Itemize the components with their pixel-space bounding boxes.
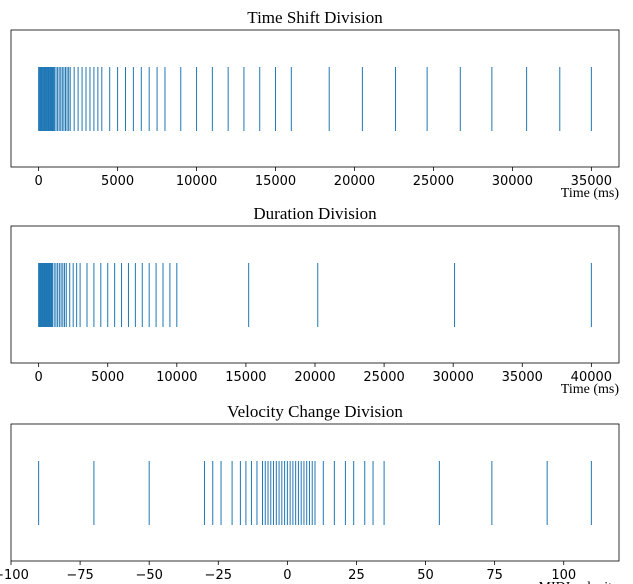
x-tick-label: 40000 [571,370,612,385]
x-tick-label: 10000 [176,174,217,189]
x-tick-label: 20000 [334,174,375,189]
x-tick-label: 20000 [294,370,335,385]
x-tick-label: −100 [0,568,29,583]
chart-title: Time Shift Division [247,8,383,27]
x-tick-label: 15000 [255,174,296,189]
x-tick-label: 35000 [502,370,543,385]
plot-frame [10,29,620,168]
x-tick-label: 10000 [156,370,197,385]
x-tick-label: −75 [66,568,93,583]
x-tick-label: 100 [551,568,576,583]
x-tick-label: 25000 [413,174,454,189]
x-tick-label: 25 [348,568,365,583]
x-tick-label: 0 [283,568,291,583]
x-tick-label: −50 [135,568,162,583]
x-tick-label: 35000 [571,174,612,189]
x-tick-label: 75 [486,568,503,583]
chart-title: Duration Division [253,204,377,223]
chart-title: Velocity Change Division [227,402,403,421]
x-tick-label: 15000 [225,370,266,385]
x-tick-label: 0 [34,370,42,385]
x-tick-label: 50 [417,568,434,583]
x-axis-label: Time (ms) [561,186,620,201]
x-tick-label: 0 [34,174,42,189]
x-tick-label: 25000 [363,370,404,385]
x-axis-label: Time (ms) [561,382,620,397]
plot-frame [10,225,620,364]
x-tick-label: −25 [205,568,232,583]
x-axis-label: MIDI velocity [539,580,619,584]
x-tick-label: 30000 [433,370,474,385]
x-tick-label: 30000 [492,174,533,189]
plot-frame [10,423,620,562]
x-tick-label: 5000 [91,370,124,385]
x-tick-label: 5000 [101,174,134,189]
